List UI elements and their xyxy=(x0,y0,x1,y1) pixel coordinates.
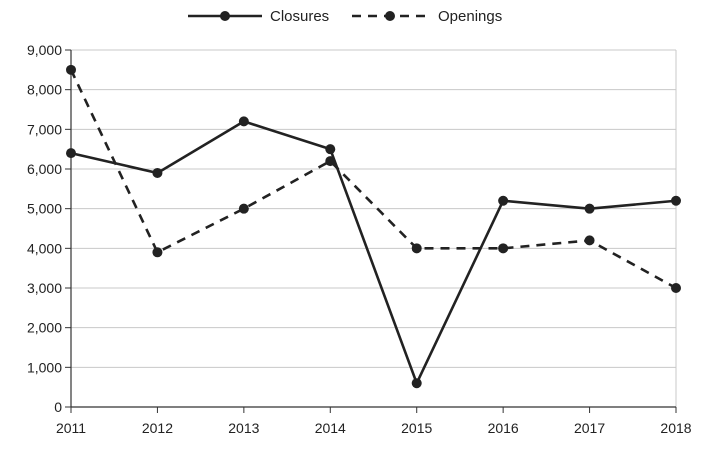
legend-label: Openings xyxy=(438,8,502,25)
closures-point xyxy=(584,203,595,214)
closures-point xyxy=(671,195,681,206)
closures-point xyxy=(411,378,422,389)
y-tick-label: 5,000 xyxy=(27,201,62,217)
series-layer xyxy=(66,64,681,389)
closures-point xyxy=(498,195,509,206)
y-tick-label: 2,000 xyxy=(27,320,62,336)
y-tick-label: 3,000 xyxy=(27,280,62,296)
x-tick-label: 2012 xyxy=(142,420,173,436)
openings-point xyxy=(238,203,249,214)
x-tick-label: 2011 xyxy=(56,420,86,436)
openings-point xyxy=(411,243,422,254)
legend-item-closures: Closures xyxy=(188,8,329,25)
legend-item-openings: Openings xyxy=(352,8,502,25)
x-tick-label: 2016 xyxy=(488,420,519,436)
openings-point xyxy=(66,64,76,75)
gridlines xyxy=(71,49,677,407)
y-tick-label: 9,000 xyxy=(27,42,62,58)
closures-point xyxy=(152,167,163,178)
y-tick-label: 4,000 xyxy=(27,240,62,256)
closures-point xyxy=(66,148,76,159)
y-tick-label: 1,000 xyxy=(27,359,62,375)
x-tick-label: 2018 xyxy=(660,420,691,436)
openings-line xyxy=(69,69,677,290)
legend-label: Closures xyxy=(270,8,329,25)
openings-point xyxy=(498,243,509,254)
x-axis-ticks: 2011 2012 2013 2014 2015 2016 2017 2018 xyxy=(56,407,692,436)
closures-line xyxy=(70,120,677,385)
closures-point xyxy=(238,116,249,127)
series-openings xyxy=(66,64,681,293)
openings-point xyxy=(152,247,163,258)
y-tick-label: 7,000 xyxy=(27,121,62,137)
y-tick-label: 8,000 xyxy=(27,82,62,98)
x-tick-label: 2015 xyxy=(401,420,432,436)
y-axis-ticks: 0 1,000 2,000 3,000 4,000 5,000 6,000 7,000 8,00… xyxy=(27,42,71,415)
x-tick-label: 2014 xyxy=(315,420,346,436)
openings-point xyxy=(325,156,336,167)
x-tick-label: 2013 xyxy=(228,420,259,436)
y-tick-label: 6,000 xyxy=(27,161,62,177)
axes xyxy=(70,50,676,408)
legend-swatch-marker xyxy=(220,11,230,21)
legend: Closures Openings xyxy=(188,8,502,25)
openings-point xyxy=(584,235,595,246)
legend-swatch-marker xyxy=(385,11,395,21)
series-closures xyxy=(66,116,681,389)
y-tick-label: 0 xyxy=(54,399,62,415)
openings-point xyxy=(671,283,681,293)
x-tick-label: 2017 xyxy=(574,420,605,436)
closures-point xyxy=(325,144,336,155)
